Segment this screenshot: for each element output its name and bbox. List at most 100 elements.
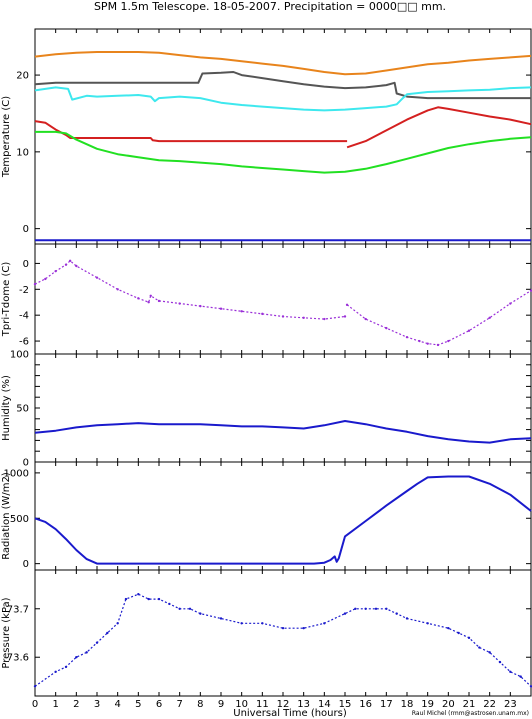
series-red — [34, 120, 348, 143]
x-tick-label: 8 — [197, 699, 203, 710]
data-point — [85, 651, 88, 654]
x-tick-label: 18 — [401, 699, 414, 710]
data-point — [199, 304, 202, 308]
x-axis-label: Universal Time (hours) — [233, 708, 347, 719]
data-point — [137, 593, 140, 596]
series-gray — [34, 71, 531, 100]
x-tick-label: 17 — [380, 699, 393, 710]
data-point — [116, 622, 119, 625]
x-tick-label: 10 — [235, 699, 248, 710]
y-tick-label: -6 — [19, 337, 29, 348]
data-point — [124, 597, 128, 601]
y-tick-label: 0 — [23, 259, 29, 270]
series-orange — [34, 51, 532, 76]
y-tick-label: 0 — [23, 458, 29, 469]
data-point — [178, 302, 181, 305]
series-blue — [34, 593, 532, 687]
y-tick-label: -4 — [19, 311, 29, 322]
data-point — [457, 631, 460, 635]
y-tick-label: 73.6 — [7, 653, 29, 664]
data-point — [418, 339, 421, 343]
data-point — [345, 303, 349, 307]
y-tick-label: 10 — [16, 147, 29, 158]
data-point — [149, 294, 152, 297]
x-tick-label: 14 — [318, 699, 331, 710]
x-tick-label: 20 — [442, 699, 455, 710]
data-point — [529, 289, 532, 292]
data-point — [75, 264, 78, 268]
data-point — [436, 343, 440, 347]
data-point — [529, 685, 532, 688]
data-point — [261, 622, 264, 625]
series-green — [35, 130, 532, 174]
y-tick-label: 50 — [16, 404, 29, 415]
data-point — [54, 269, 57, 273]
y-tick-label: 0 — [23, 224, 29, 235]
data-point — [519, 675, 522, 678]
series-purple — [34, 259, 346, 320]
data-point — [106, 631, 109, 635]
y-axis-label: Temperature (C) — [1, 96, 12, 178]
data-point — [33, 282, 37, 286]
series-purple — [346, 290, 532, 346]
x-tick-label: 19 — [421, 699, 434, 710]
data-point — [426, 342, 429, 345]
data-point — [137, 297, 140, 300]
x-tick-label: 1 — [52, 699, 58, 710]
data-point — [385, 326, 388, 330]
x-tick-label: 12 — [277, 699, 290, 710]
x-tick-label: 22 — [483, 699, 496, 710]
data-point — [467, 636, 471, 640]
data-point — [281, 626, 285, 630]
chart-title: SPM 1.5m Telescope. 18-05-2007. Precipit… — [94, 0, 446, 13]
x-tick-label: 5 — [135, 699, 141, 710]
x-tick-label: 21 — [463, 699, 476, 710]
data-point — [240, 622, 243, 625]
data-point — [157, 597, 161, 601]
data-point — [395, 612, 398, 615]
data-point — [188, 607, 192, 610]
series-red — [346, 106, 532, 149]
data-point — [374, 607, 378, 610]
y-tick-label: -2 — [19, 285, 29, 296]
panel-frame — [34, 353, 532, 463]
y-tick-label: 0 — [23, 559, 29, 570]
data-point — [509, 302, 512, 305]
data-point — [157, 299, 161, 303]
data-point — [323, 622, 326, 625]
y-tick-label: 1000 — [4, 468, 29, 479]
data-point — [178, 607, 181, 610]
data-point — [405, 617, 409, 620]
y-axis-label: Radiation (W/m2) — [1, 472, 12, 560]
data-point — [168, 602, 171, 606]
data-point — [44, 277, 47, 281]
data-point — [354, 607, 357, 610]
data-point — [509, 670, 512, 673]
data-point — [364, 607, 367, 610]
y-tick-label: 73.7 — [7, 604, 29, 615]
data-point — [323, 317, 326, 321]
data-point — [447, 339, 450, 343]
data-point — [240, 310, 243, 313]
series-cyan — [34, 86, 532, 112]
panel-3: 0 50 100 Humidity (%) — [1, 350, 532, 469]
data-point — [64, 263, 68, 266]
data-point — [147, 597, 150, 601]
y-axis-label: Humidity (%) — [1, 375, 12, 441]
x-tick-label: 9 — [218, 699, 224, 710]
data-point — [64, 665, 68, 669]
data-point — [426, 622, 429, 625]
data-point — [95, 276, 99, 279]
x-tick-label: 2 — [73, 699, 79, 710]
x-tick-label: 3 — [94, 699, 100, 710]
data-point — [68, 259, 72, 263]
x-tick-label: 23 — [504, 699, 517, 710]
data-point — [447, 626, 450, 630]
data-point — [261, 312, 264, 316]
x-tick-label: 15 — [339, 699, 352, 710]
data-point — [302, 626, 305, 630]
data-point — [281, 315, 285, 318]
